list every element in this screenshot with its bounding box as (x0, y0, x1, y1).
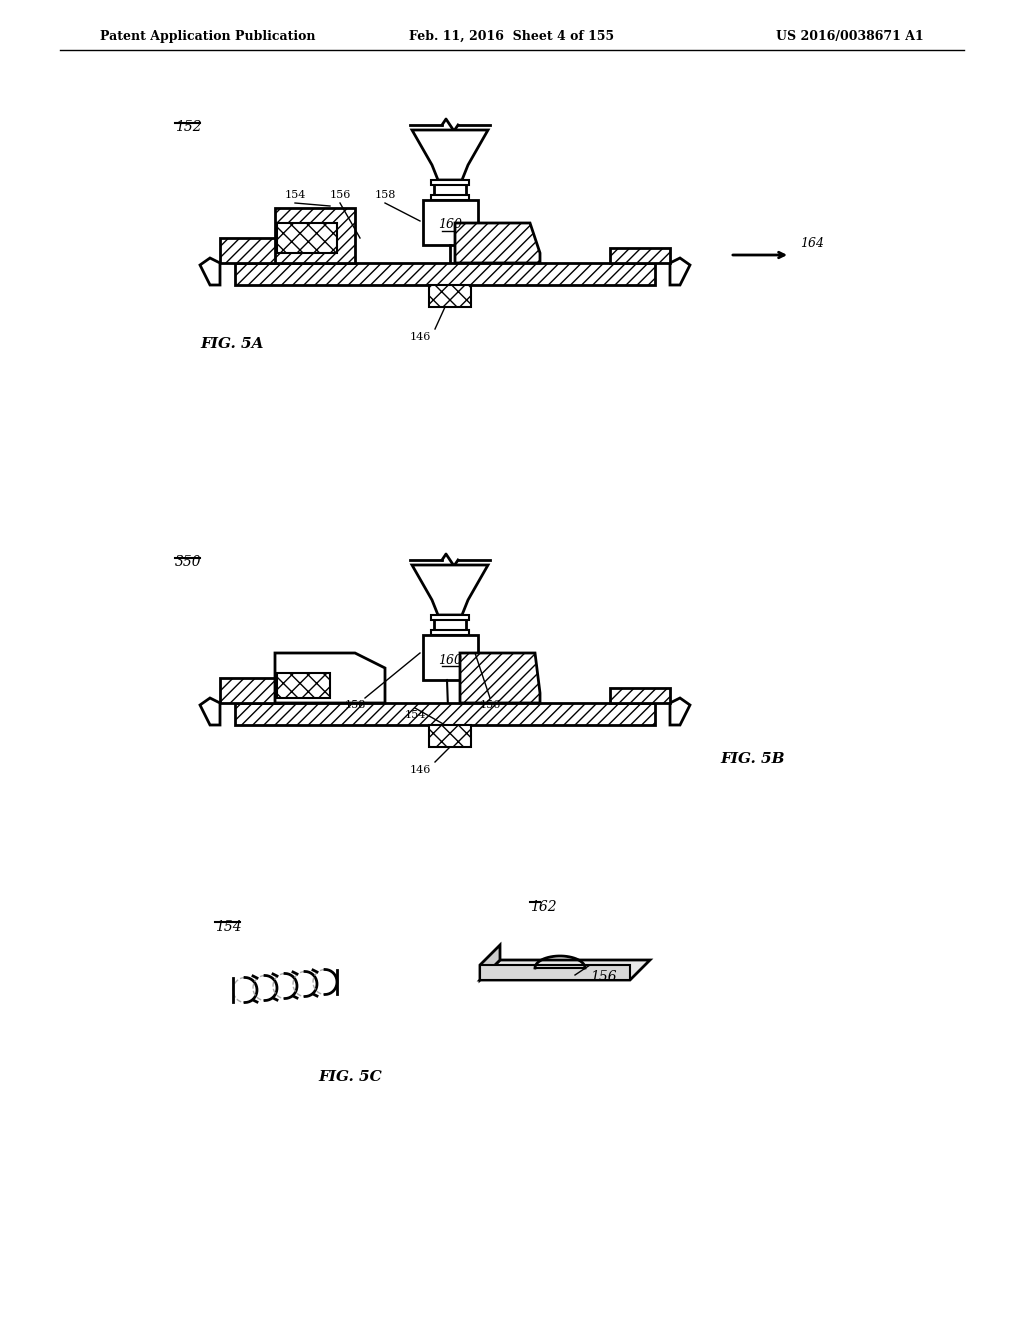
Polygon shape (670, 257, 690, 285)
Text: 152: 152 (175, 120, 202, 135)
Polygon shape (610, 248, 670, 263)
Polygon shape (275, 209, 355, 263)
Polygon shape (220, 238, 280, 263)
Text: FIG. 5B: FIG. 5B (720, 752, 784, 766)
Text: 158: 158 (375, 190, 395, 201)
Text: 156: 156 (330, 190, 350, 201)
Bar (434, 615, 466, 635)
Polygon shape (480, 965, 630, 979)
Text: 146: 146 (410, 333, 431, 342)
Text: 160: 160 (438, 219, 462, 231)
Polygon shape (455, 223, 540, 263)
Text: 158: 158 (344, 700, 366, 710)
Polygon shape (234, 263, 655, 285)
Polygon shape (412, 129, 488, 180)
Text: 154: 154 (404, 710, 426, 719)
Text: 146: 146 (410, 766, 431, 775)
Polygon shape (278, 673, 330, 698)
Text: Feb. 11, 2016  Sheet 4 of 155: Feb. 11, 2016 Sheet 4 of 155 (410, 30, 614, 44)
Text: 154: 154 (215, 920, 242, 935)
Polygon shape (275, 653, 385, 704)
Text: 160: 160 (438, 653, 462, 667)
Bar (434, 180, 466, 201)
Polygon shape (670, 698, 690, 725)
Text: 156: 156 (590, 970, 616, 983)
Text: US 2016/0038671 A1: US 2016/0038671 A1 (776, 30, 924, 44)
Bar (431, 180, 469, 185)
Polygon shape (278, 223, 337, 253)
Polygon shape (200, 257, 220, 285)
Text: 154: 154 (285, 190, 306, 201)
Bar (423, 201, 478, 246)
Text: FIG. 5A: FIG. 5A (200, 337, 263, 351)
Text: Patent Application Publication: Patent Application Publication (100, 30, 315, 44)
Polygon shape (610, 688, 670, 704)
Bar (431, 615, 469, 620)
Polygon shape (460, 653, 540, 704)
Polygon shape (220, 678, 280, 704)
Polygon shape (234, 704, 655, 725)
Polygon shape (480, 945, 500, 979)
Text: 162: 162 (530, 900, 557, 913)
Bar (431, 195, 469, 201)
Polygon shape (200, 698, 220, 725)
Bar (431, 630, 469, 635)
Polygon shape (429, 725, 471, 747)
Polygon shape (480, 960, 650, 979)
Text: 156: 156 (479, 700, 501, 710)
Text: 350: 350 (175, 554, 202, 569)
Text: 164: 164 (800, 238, 824, 249)
Bar (423, 635, 478, 680)
Polygon shape (429, 285, 471, 308)
Text: FIG. 5C: FIG. 5C (318, 1071, 382, 1084)
Polygon shape (412, 565, 488, 615)
